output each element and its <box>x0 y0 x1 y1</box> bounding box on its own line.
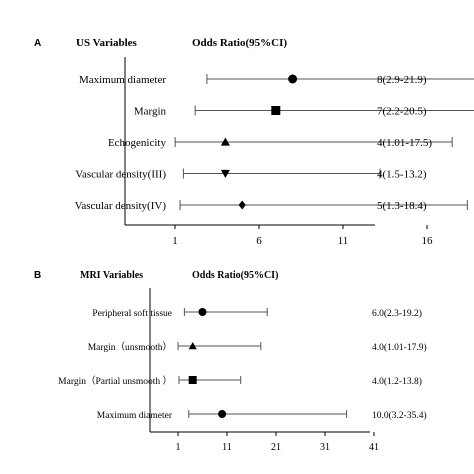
panel-a-x-tick-label: 16 <box>422 235 434 247</box>
panel-a-ticks: 16111621 <box>172 225 434 247</box>
panel-a-row-label: Vascular density(III) <box>75 169 166 181</box>
panel-b-x-tick-label: 11 <box>222 442 232 453</box>
panel-a-point-triangle-up-marker <box>220 137 230 146</box>
panel-a: A US Variables Odds Ratio(95%CI) Maximum… <box>34 37 474 247</box>
panel-b-row-label: Maximum diameter <box>97 411 173 421</box>
panel-a-rows: Maximum diameter 8(2.9-21.9) Margin 7(2.2-2… <box>75 74 474 212</box>
panel-a-row: Vascular density(III) 4(1.5-13.2) <box>75 168 427 181</box>
panel-b-point-square-marker <box>188 376 197 384</box>
panel-a-row-value: 4(1.5-13.2) <box>377 169 427 181</box>
panel-b-row: Maximum diameter 10.0(3.2-35.4) <box>97 410 427 421</box>
panel-a-x-tick-label: 1 <box>172 235 178 247</box>
panel-b-x-tick-label: 1 <box>176 442 181 453</box>
panel-b-rows: Peripheral soft tissue 6.0(2.3-19.2) Margi… <box>58 308 427 421</box>
panel-a-row-label: Vascular density(IV) <box>75 200 167 212</box>
panel-b-row: Peripheral soft tissue 6.0(2.3-19.2) <box>92 308 422 319</box>
panel-b: B MRI Variables Odds Ratio(95%CI) Periph… <box>34 270 427 453</box>
panel-a-row-label: Margin <box>134 106 167 118</box>
panel-b-group-label: MRI Variables <box>80 270 143 281</box>
panel-a-x-tick-label: 11 <box>338 235 349 247</box>
panel-b-row-value: 10.0(3.2-35.4) <box>372 410 427 421</box>
panel-b-point-circle-marker <box>198 308 207 316</box>
panel-a-row: Maximum diameter 8(2.9-21.9) <box>79 74 474 86</box>
panel-b-letter: B <box>34 270 41 281</box>
panel-b-x-tick-label: 21 <box>271 442 281 453</box>
panel-a-point-triangle-down-marker <box>220 169 230 178</box>
panel-b-x-tick-label: 31 <box>320 442 330 453</box>
panel-a-x-tick-label: 6 <box>256 235 262 247</box>
panel-a-point-circle-marker <box>288 74 298 84</box>
panel-a-letter: A <box>34 38 41 49</box>
panel-b-row: Margin（Partial unsmooth ） 4.0(1.2-13.8) <box>58 375 422 387</box>
panel-b-effect-label: Odds Ratio(95%CI) <box>192 270 278 281</box>
panel-b-ticks: 1 11 21 31 41 <box>176 432 379 453</box>
panel-a-row: Echogenicity 4(1.01-17.5) <box>108 137 453 149</box>
panel-a-row-label: Echogenicity <box>108 137 167 149</box>
panel-b-x-tick-label: 41 <box>369 442 379 453</box>
panel-a-row: Margin 7(2.2-20.5) <box>134 105 474 118</box>
panel-b-row: Margin（unsmooth） 4.0(1.01-17.9) <box>88 341 427 353</box>
panel-a-point-diamond-marker <box>238 200 246 210</box>
panel-a-row-value: 5(1.3-18.4) <box>377 200 427 212</box>
panel-a-row-label: Maximum diameter <box>79 74 166 86</box>
panel-a-point-square-marker <box>271 106 281 115</box>
panel-a-row-value: 7(2.2-20.5) <box>377 106 427 118</box>
panel-a-row-value: 8(2.9-21.9) <box>377 74 427 86</box>
panel-b-point-triangle-up-marker <box>188 342 197 350</box>
panel-a-group-label: US Variables <box>76 37 138 49</box>
panel-a-effect-label: Odds Ratio(95%CI) <box>192 37 287 49</box>
panel-a-row: Vascular density(IV) 5(1.3-18.4) <box>75 200 468 212</box>
panel-b-row-value: 4.0(1.01-17.9) <box>372 342 427 353</box>
panel-b-row-label: Margin（unsmooth） <box>88 341 172 353</box>
panel-a-row-value: 4(1.01-17.5) <box>377 137 432 149</box>
panel-b-row-label: Margin（Partial unsmooth ） <box>58 375 172 387</box>
panel-b-row-label: Peripheral soft tissue <box>92 308 172 319</box>
panel-b-row-value: 4.0(1.2-13.8) <box>372 376 422 387</box>
panel-b-point-circle-marker <box>218 410 227 418</box>
panel-b-row-value: 6.0(2.3-19.2) <box>372 308 422 319</box>
